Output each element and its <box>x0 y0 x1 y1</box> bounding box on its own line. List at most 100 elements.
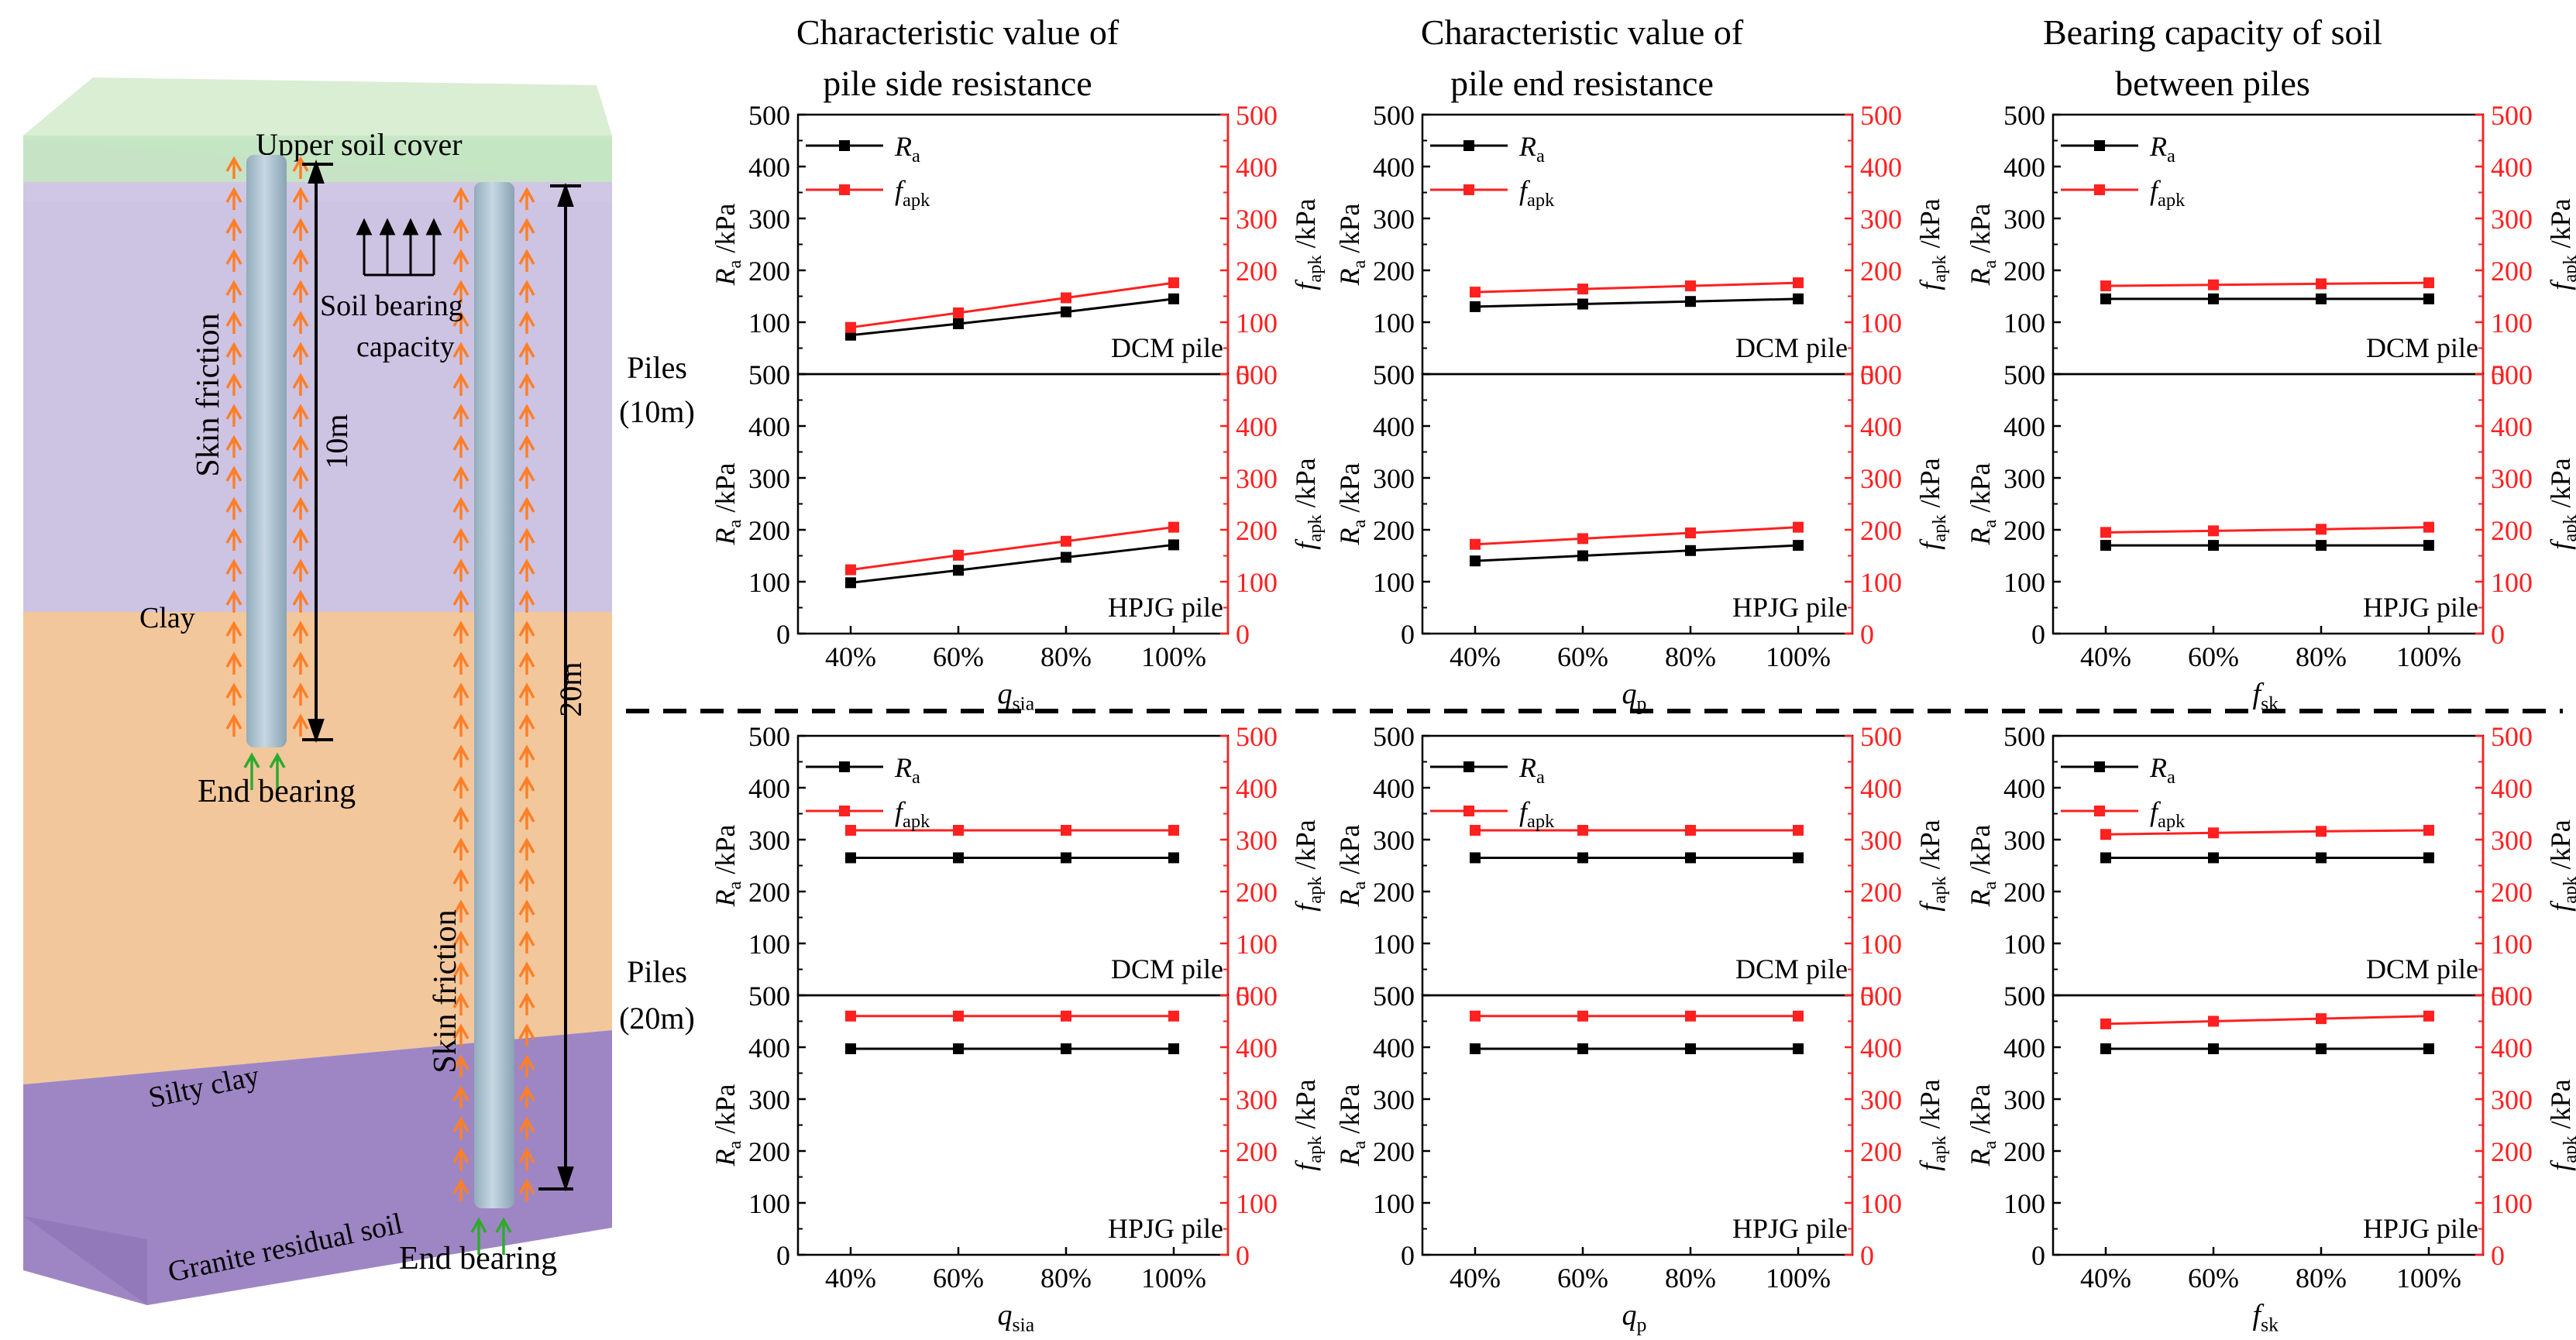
y-axis-title-right: fapk /kPa <box>1914 819 1950 911</box>
data-point <box>1470 555 1481 567</box>
x-tick-label: 60% <box>933 641 984 672</box>
x-axis-label: qp <box>1622 678 1647 714</box>
y-axis-title-left: Ra /kPa <box>710 825 745 908</box>
y-tick-label-left: 100 <box>2003 567 2045 598</box>
legend-label: Ra <box>2149 752 2175 788</box>
skin-friction-arrow <box>225 218 242 241</box>
data-point <box>845 577 856 589</box>
series-ra <box>1470 1043 1804 1055</box>
y-tick-label-right: 100 <box>1236 929 1278 960</box>
y-tick-label-right: 0 <box>2491 359 2505 390</box>
data-point <box>953 565 964 576</box>
col-title-3-line1: Bearing capacity of soil <box>2043 12 2382 52</box>
y-tick-label-left: 100 <box>1373 1188 1415 1219</box>
y-tick-label-left: 100 <box>748 929 790 960</box>
y-tick-label-right: 100 <box>1236 1188 1278 1219</box>
legend-marker <box>839 140 850 151</box>
series-ra <box>845 293 1179 341</box>
y-tick-label-left: 200 <box>2003 877 2045 908</box>
panel-hpjg: 0 0 100 100 200 200 300 300 400 400 500 500 40% 60% 80… <box>1334 359 1950 714</box>
y-tick-label-left: 500 <box>1373 981 1415 1012</box>
y-tick-label-right: 300 <box>1860 1084 1902 1115</box>
skin-friction-arrow <box>518 651 535 675</box>
panel-label: DCM pile <box>2366 953 2478 984</box>
y-tick-label-left: 100 <box>2003 929 2045 960</box>
data-point <box>1470 1043 1481 1055</box>
series-ra <box>845 1043 1179 1055</box>
soil-bearing-label-2: capacity <box>356 331 455 363</box>
series-ra <box>1470 293 1804 312</box>
y-tick-label-left: 400 <box>748 773 790 804</box>
x-tick-label: 100% <box>1766 641 1831 672</box>
data-point <box>1577 1010 1588 1022</box>
y-tick-label-right: 0 <box>1860 981 1874 1012</box>
y-tick-label-right: 0 <box>2491 981 2505 1012</box>
x-tick-label: 60% <box>1557 1263 1608 1294</box>
data-point <box>1793 540 1804 551</box>
y-tick-label-left: 300 <box>2003 463 2045 494</box>
fapk-axis-title: fapk /kPa <box>1290 458 1326 549</box>
series-fapk <box>845 824 1179 836</box>
skin-friction-arrow <box>518 435 535 458</box>
skin-friction-arrow <box>518 713 535 737</box>
series-line <box>2105 281 2430 287</box>
skin-friction-arrow <box>452 837 469 861</box>
series-line <box>850 297 1175 337</box>
skin-friction-arrow <box>518 404 535 427</box>
data-point <box>2423 1010 2434 1022</box>
data-point <box>1793 824 1804 836</box>
skin-friction-arrow <box>452 187 469 210</box>
y-tick-label-right: 500 <box>2491 981 2533 1012</box>
skin-friction-arrow <box>452 620 469 644</box>
y-tick-label-right: 500 <box>2491 359 2533 390</box>
y-tick-label-right: 400 <box>1236 1032 1278 1063</box>
y-tick-label-left: 400 <box>748 1032 790 1063</box>
skin-friction-arrow <box>292 589 309 613</box>
fapk-axis-title: fapk /kPa <box>2545 1079 2576 1170</box>
panel-dcm: 0 0 100 100 200 200 300 300 400 400 500 500 DCM pile… <box>1965 100 2576 390</box>
skin-friction-arrow <box>518 249 535 272</box>
y-tick-label-right: 200 <box>2491 256 2533 287</box>
legend-label: fapk <box>895 796 930 832</box>
x-tick-label: 100% <box>2396 641 2461 672</box>
ra-axis-title: Ra /kPa <box>1334 463 1370 546</box>
skin-friction-arrow <box>518 1178 535 1201</box>
series-fapk <box>1470 1010 1804 1022</box>
y-tick-label-left: 400 <box>1373 773 1415 804</box>
y-tick-label-right: 500 <box>1236 721 1278 752</box>
chart-r2c1: 0 0 100 100 200 200 300 300 400 400 500 500 DCM pile… <box>710 721 1326 1335</box>
y-tick-label-right: 0 <box>1236 1240 1250 1271</box>
skin-friction-arrow <box>452 1116 469 1139</box>
skin-friction-arrow <box>452 651 469 675</box>
data-point <box>1168 1010 1179 1022</box>
data-point <box>953 824 964 836</box>
x-tick-label: 80% <box>1665 1263 1716 1294</box>
legend: Ra fapk <box>1430 131 1555 211</box>
skin-friction-arrow <box>225 527 242 551</box>
y-tick-label-left: 300 <box>1373 204 1415 235</box>
y-axis-title-left: Ra /kPa <box>710 463 745 546</box>
y-axis-title-left: Ra /kPa <box>1334 204 1370 287</box>
data-point <box>1470 852 1481 864</box>
series-line <box>850 281 1175 329</box>
series-fapk <box>845 521 1179 576</box>
y-tick-label-left: 500 <box>1373 100 1415 131</box>
y-tick-label-right: 400 <box>1860 1032 1902 1063</box>
y-tick-label-right: 200 <box>1860 515 1902 546</box>
data-point <box>1685 527 1696 539</box>
col-title-3-line2: between piles <box>2115 64 2310 103</box>
y-tick-label-right: 400 <box>2491 773 2533 804</box>
y-tick-label-right: 0 <box>1860 619 1874 650</box>
row-label-10m-line1: Piles <box>627 350 687 385</box>
panel-label: DCM pile <box>1111 953 1223 984</box>
y-tick-label-left: 400 <box>748 411 790 442</box>
series-ra <box>845 539 1179 589</box>
skin-friction-arrow <box>225 342 242 365</box>
dimension-20m <box>538 182 581 1192</box>
y-tick-label-right: 300 <box>1236 825 1278 856</box>
legend: Ra fapk <box>2061 752 2186 832</box>
skin-friction-arrow <box>292 651 309 675</box>
data-point <box>2423 852 2434 864</box>
y-tick-label-left: 200 <box>748 515 790 546</box>
data-point <box>1793 1010 1804 1022</box>
